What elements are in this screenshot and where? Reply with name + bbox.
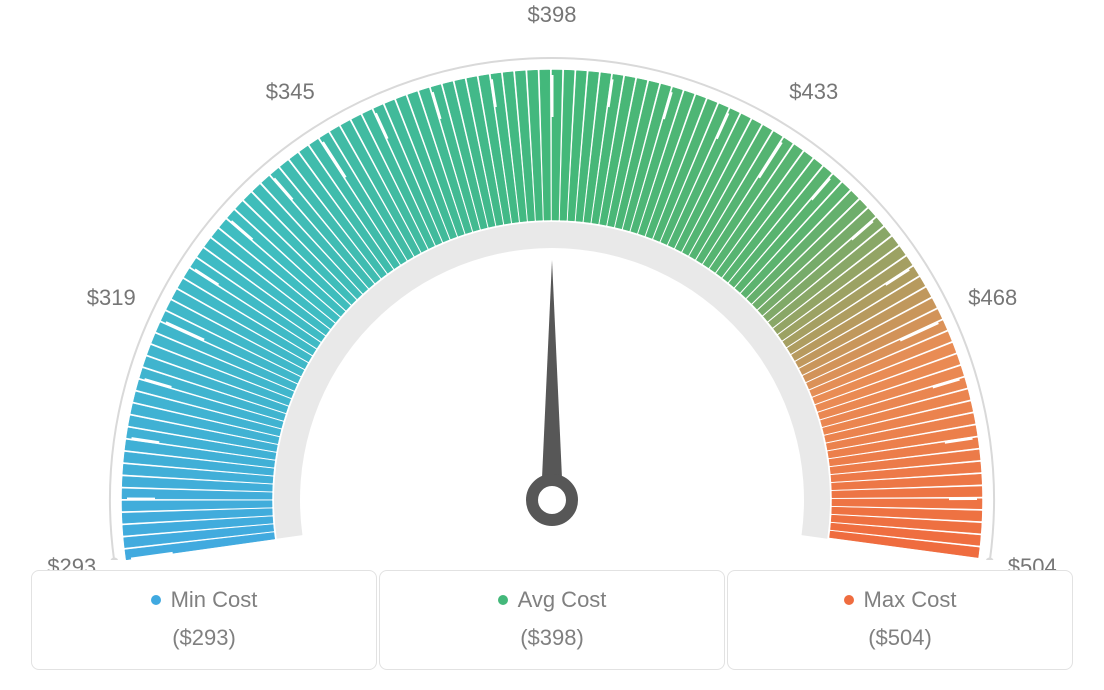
legend-title-avg: Avg Cost [498, 587, 607, 613]
legend-value-max: ($504) [738, 625, 1062, 651]
legend-label-avg: Avg Cost [518, 587, 607, 613]
gauge-needle [541, 260, 563, 500]
gauge-tick-label: $398 [528, 2, 577, 28]
gauge-tick-label: $319 [87, 285, 136, 311]
cost-gauge-chart: $293$319$345$398$433$468$504 Min Cost ($… [0, 0, 1104, 690]
gauge-outline-cap-left [110, 558, 118, 560]
legend-value-min: ($293) [42, 625, 366, 651]
legend-dot-avg [498, 595, 508, 605]
gauge-outline-cap-right [986, 558, 994, 560]
legend-dot-max [844, 595, 854, 605]
gauge-tick-label: $433 [789, 79, 838, 105]
legend-title-min: Min Cost [151, 587, 258, 613]
legend-value-avg: ($398) [390, 625, 714, 651]
gauge-needle-hub [532, 480, 572, 520]
gauge-svg [0, 0, 1104, 560]
legend-card-max: Max Cost ($504) [727, 570, 1073, 670]
legend-card-avg: Avg Cost ($398) [379, 570, 725, 670]
legend-dot-min [151, 595, 161, 605]
legend-title-max: Max Cost [844, 587, 957, 613]
gauge-tick-label: $345 [266, 79, 315, 105]
legend-card-min: Min Cost ($293) [31, 570, 377, 670]
gauge-tick-label: $468 [968, 285, 1017, 311]
legend-label-min: Min Cost [171, 587, 258, 613]
legend-label-max: Max Cost [864, 587, 957, 613]
legend-row: Min Cost ($293) Avg Cost ($398) Max Cost… [0, 570, 1104, 670]
